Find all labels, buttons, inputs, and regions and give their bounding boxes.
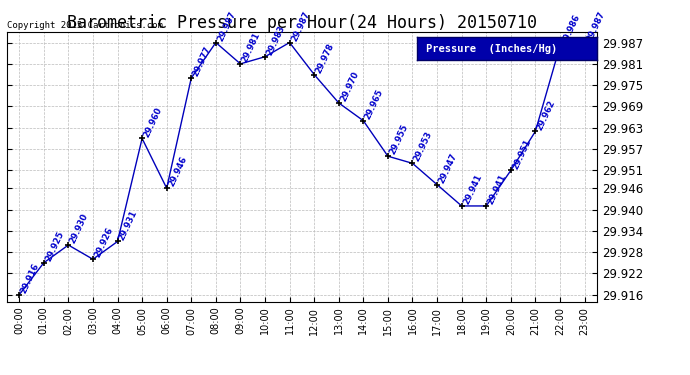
Text: 29.965: 29.965 — [364, 87, 385, 121]
Text: 29.987: 29.987 — [216, 10, 237, 42]
Text: Copyright 2015 Cartronics.com: Copyright 2015 Cartronics.com — [7, 21, 163, 30]
Text: 29.930: 29.930 — [68, 212, 90, 245]
Text: 29.987: 29.987 — [290, 10, 311, 42]
Text: 29.983: 29.983 — [265, 24, 287, 57]
Title: Barometric Pressure per Hour(24 Hours) 20150710: Barometric Pressure per Hour(24 Hours) 2… — [67, 14, 537, 32]
Text: 29.986: 29.986 — [560, 13, 582, 46]
Text: 29.941: 29.941 — [486, 173, 508, 206]
Text: 29.987: 29.987 — [584, 10, 607, 42]
Text: 29.981: 29.981 — [240, 31, 262, 64]
Text: 29.947: 29.947 — [437, 152, 459, 184]
Text: 29.977: 29.977 — [191, 45, 213, 78]
Text: 29.925: 29.925 — [43, 230, 66, 263]
Text: 29.960: 29.960 — [142, 105, 164, 138]
Text: 29.926: 29.926 — [93, 226, 115, 259]
Text: 29.941: 29.941 — [462, 173, 484, 206]
Text: 29.978: 29.978 — [314, 42, 336, 75]
Text: 29.962: 29.962 — [535, 98, 558, 131]
Text: 29.916: 29.916 — [19, 262, 41, 295]
Text: 29.953: 29.953 — [413, 130, 434, 164]
Text: 29.951: 29.951 — [511, 137, 533, 170]
Text: 29.970: 29.970 — [339, 70, 360, 103]
Text: 29.931: 29.931 — [117, 209, 139, 242]
Text: 29.946: 29.946 — [167, 155, 188, 188]
Text: 29.955: 29.955 — [388, 123, 410, 156]
